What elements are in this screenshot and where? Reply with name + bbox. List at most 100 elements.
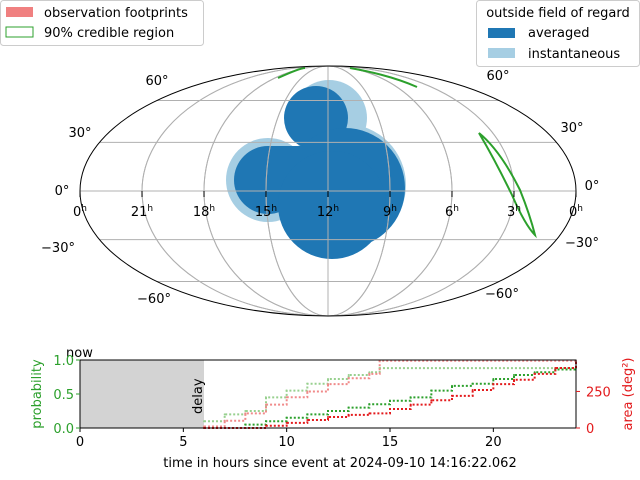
ra-label: 3h xyxy=(507,204,521,220)
data-point xyxy=(223,413,226,416)
data-point xyxy=(306,418,309,421)
data-point xyxy=(409,396,412,399)
footprint-swatch xyxy=(6,7,33,17)
data-point xyxy=(244,412,247,415)
dec-label-right: 30° xyxy=(560,121,583,136)
data-point xyxy=(265,420,267,423)
now-label: now xyxy=(66,346,93,361)
series-3 xyxy=(203,361,577,429)
outside-fov-averaged xyxy=(234,86,405,259)
data-point xyxy=(306,413,309,416)
y-tick-label: 0.0 xyxy=(53,422,74,437)
legend-right: outside field of regard averaged instant… xyxy=(476,0,640,67)
delay-region xyxy=(80,360,204,428)
delay-label: delay xyxy=(191,378,206,414)
credible-swatch xyxy=(5,26,34,38)
data-point xyxy=(389,399,391,402)
y-right-tick-label: 250 xyxy=(586,385,611,400)
legend-instantaneous: instantaneous xyxy=(528,47,620,62)
ra-label: 21h xyxy=(131,204,153,220)
data-point xyxy=(430,389,433,392)
x-axis-label: time in hours since event at 2024-09-10 … xyxy=(163,456,516,471)
data-point xyxy=(244,410,247,412)
y-tick-label: 1.0 xyxy=(53,354,74,369)
data-point xyxy=(285,396,288,399)
data-point xyxy=(347,413,350,416)
x-tick-label: 15 xyxy=(382,435,399,450)
ra-label: 0h xyxy=(73,204,87,220)
series-1 xyxy=(203,365,577,429)
legend-right-title: outside field of regard xyxy=(486,6,630,21)
ra-label: 18h xyxy=(193,204,215,220)
data-point xyxy=(285,416,288,419)
data-point xyxy=(451,394,453,397)
x-tick-label: 0 xyxy=(76,435,84,450)
legend-left: observation footprints 90% credible regi… xyxy=(0,0,204,46)
dec-label-left: −30° xyxy=(41,241,75,256)
x-tick-label: 10 xyxy=(278,435,295,450)
series-line xyxy=(204,359,576,428)
legend-footprints: observation footprints xyxy=(44,6,188,21)
series-line xyxy=(204,362,577,429)
dec-label-left: 0° xyxy=(55,184,70,199)
data-point xyxy=(306,390,309,393)
y-axis-label: probability xyxy=(30,359,45,429)
y-tick-label: 0.5 xyxy=(53,388,74,403)
dec-label-left: −60° xyxy=(137,292,171,307)
y-right-tick-label: 0 xyxy=(586,422,594,437)
y-right-axis-label: area (deg²) xyxy=(621,358,636,431)
dec-label-left: 30° xyxy=(68,126,91,141)
data-point xyxy=(203,420,205,423)
data-point xyxy=(554,367,557,370)
sky-map: 0h 21h 18h 15h 12h 9h 6h 3h 0h60°30°0°−30°−60°60… xyxy=(41,65,600,317)
data-point xyxy=(492,383,495,386)
dec-label-right: −60° xyxy=(485,287,519,302)
data-point xyxy=(327,416,329,419)
ra-label: 0h xyxy=(569,204,583,220)
legend-averaged: averaged xyxy=(528,26,589,41)
ra-label: 6h xyxy=(445,204,459,220)
dec-label-right: −30° xyxy=(565,236,599,251)
data-point xyxy=(368,371,371,374)
credible-region-90 xyxy=(277,67,537,239)
data-point xyxy=(368,372,371,375)
data-point xyxy=(265,403,267,406)
data-point xyxy=(409,403,412,406)
data-point xyxy=(451,384,453,387)
x-tick-label: 20 xyxy=(485,435,502,450)
data-point xyxy=(430,399,433,402)
data-point xyxy=(471,382,474,385)
data-point xyxy=(327,410,329,412)
x-tick-label: 5 xyxy=(179,435,187,450)
averaged-swatch xyxy=(488,28,515,38)
legend-credible: 90% credible region xyxy=(44,26,174,41)
data-point xyxy=(244,423,247,426)
data-point xyxy=(327,383,329,386)
data-point xyxy=(347,377,350,380)
data-point xyxy=(533,372,536,375)
data-point xyxy=(513,373,515,376)
dec-label-left: 60° xyxy=(145,74,168,89)
data-point xyxy=(265,396,267,399)
instantaneous-swatch xyxy=(488,48,515,58)
timeline-chart: now delay 0 5 10 15 20 0.0 0.5 1.0 0 250 time in … xyxy=(30,346,636,471)
data-point xyxy=(285,389,288,392)
data-point xyxy=(513,378,515,381)
dec-label-right: 60° xyxy=(486,69,509,84)
data-point xyxy=(285,421,288,424)
series-line xyxy=(204,366,577,429)
data-point xyxy=(492,378,495,381)
data-point xyxy=(327,378,329,381)
dec-label-right: 0° xyxy=(585,179,600,194)
data-point xyxy=(368,403,371,406)
data-point xyxy=(223,419,226,422)
data-point xyxy=(306,382,309,385)
data-point xyxy=(471,388,474,391)
data-point xyxy=(368,412,371,415)
data-point xyxy=(265,424,267,427)
data-point xyxy=(389,407,391,410)
data-point xyxy=(347,373,350,376)
series-2 xyxy=(203,359,577,428)
